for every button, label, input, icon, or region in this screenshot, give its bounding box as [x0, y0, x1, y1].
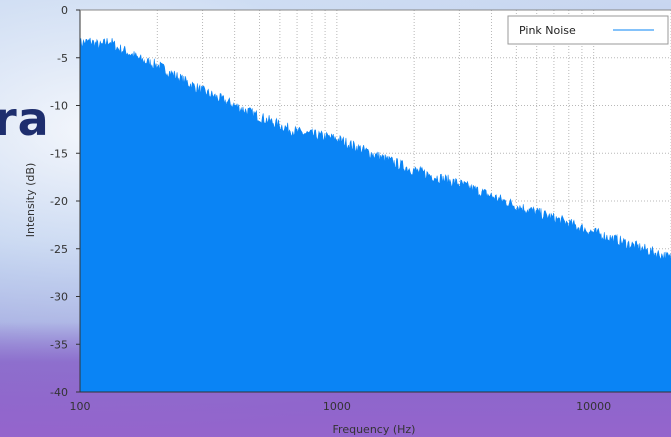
x-tick-labels: 100 1000 10000 [70, 400, 612, 413]
x-tick-label-0: 100 [70, 400, 91, 413]
y-tick-label-5: -25 [50, 243, 68, 256]
y-tick-label-7: -35 [50, 338, 68, 351]
y-tick-label-6: -30 [50, 291, 68, 304]
series-area-pink-noise [79, 37, 671, 393]
x-tick-label-1: 1000 [323, 400, 351, 413]
y-axis-label: Intensity (dB) [24, 163, 37, 238]
y-tick-label-0: 0 [61, 4, 68, 17]
y-tick-labels: 0 -5 -10 -15 -20 -25 -30 -35 -40 [50, 4, 80, 399]
series-area-layer [79, 37, 671, 393]
y-tick-label-8: -40 [50, 386, 68, 399]
x-axis-label: Frequency (Hz) [333, 423, 416, 436]
y-tick-label-3: -15 [50, 147, 68, 160]
y-tick-label-2: -10 [50, 100, 68, 113]
background-partial-title: ra [0, 92, 50, 146]
legend: Pink Noise [507, 15, 669, 45]
x-tick-label-2: 10000 [576, 400, 611, 413]
legend-entry-pink-noise: Pink Noise [519, 24, 576, 37]
y-tick-label-4: -20 [50, 195, 68, 208]
y-tick-label-1: -5 [57, 52, 68, 65]
